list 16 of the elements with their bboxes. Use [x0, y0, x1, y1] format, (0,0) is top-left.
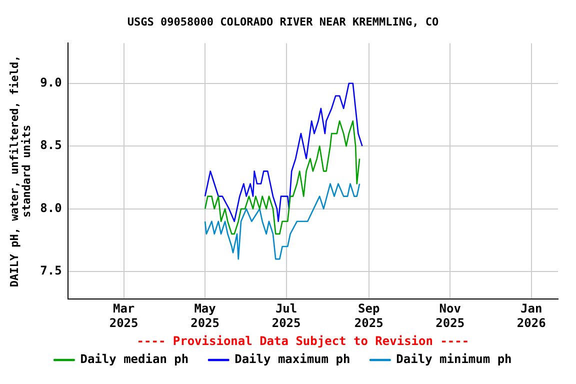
legend-label: Daily minimum ph — [396, 352, 512, 366]
x-tick-label: Jan 2026 — [516, 302, 546, 330]
y-axis-title: DAILY pH, water, unfiltered, field, standard units — [8, 55, 34, 288]
legend-label: Daily median ph — [80, 352, 189, 366]
chart-title: USGS 09058000 COLORADO RIVER NEAR KREMMLING, CO — [127, 15, 440, 28]
y-tick-label: 8.0 — [40, 200, 62, 215]
x-tick-label: Sep 2025 — [354, 302, 384, 330]
y-tick-label: 9.0 — [40, 75, 62, 90]
y-tick-label: 8.5 — [40, 138, 62, 152]
x-tick-label: Jul 2025 — [272, 302, 301, 330]
x-tick-label: Mar 2025 — [109, 302, 138, 330]
x-tick-label: Nov 2025 — [436, 302, 465, 330]
x-tick-label: May 2025 — [190, 302, 220, 330]
text: ---- Provisional Data Subject to Revision ---- — [136, 334, 470, 348]
y-tick-label: 7.5 — [40, 264, 62, 278]
legend-label: Daily maximum ph — [234, 352, 350, 366]
